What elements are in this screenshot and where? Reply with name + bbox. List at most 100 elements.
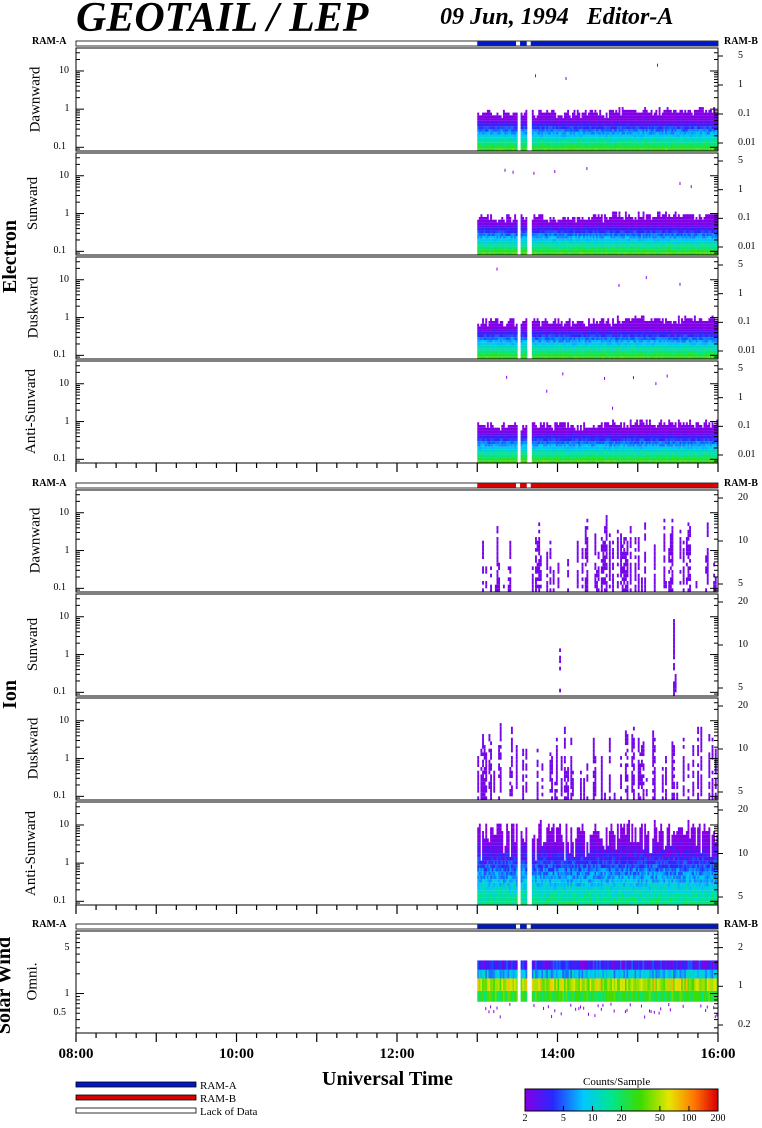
spectrogram-cell [660,131,663,135]
spectrogram-cell [488,353,491,357]
spectrogram-cell [665,225,667,228]
spectrogram-cell [522,230,525,234]
spectrogram-cell [631,142,634,146]
spectrogram-cell [575,142,578,146]
spectrogram-cell [482,318,484,321]
spectrogram-cell [693,225,696,228]
spectrogram-cell [499,323,502,327]
spectrogram-cell [515,222,518,226]
spectrogram-cell [716,112,719,116]
spectrogram-cell [494,350,497,354]
spectrogram-cell [709,140,712,143]
spectrogram-cell [642,137,645,141]
spectrogram-cell [555,120,558,124]
spectrogram-cell [669,219,672,223]
spectrogram-cell [568,142,571,146]
spectrogram-cell [610,120,613,124]
spectrogram-cell [490,120,492,124]
spectrogram-cell [639,233,642,236]
spectrogram-cell [501,353,504,357]
spectrogram-cell [488,342,491,346]
spectrogram-cell [690,126,693,130]
spectrogram-cell [709,233,712,236]
spectrogram-cell [506,225,509,228]
spectrogram-cell [490,252,492,255]
spectrogram-cell [480,225,483,228]
spectrogram-cell [587,219,590,223]
spectrogram-cell [514,142,517,146]
spectrogram-cell [604,246,606,250]
spectrogram-cell [485,334,488,338]
spectrogram-cell [538,320,541,324]
spectrogram-cell [565,137,568,141]
spectrogram-cell [668,216,671,220]
spectrogram-cell [658,233,661,236]
spectrogram-cell [640,233,643,236]
spectrogram-cell [640,244,643,247]
spectrogram-cell [668,129,671,132]
spectrogram-cell [509,148,512,151]
spectrogram-cell [525,131,528,135]
spectrogram-cell [693,115,696,119]
spectrogram-cell [493,246,496,250]
spectrogram-cell [663,227,666,231]
spectrogram-cell [607,140,610,143]
spectrogram-cell [716,148,719,151]
spectrogram-cell [596,216,598,220]
spectrogram-cell [637,140,640,143]
spectrogram-cell [685,131,688,135]
spectrogram-cell [620,118,622,121]
spectrogram-cell [681,137,683,141]
spectrogram-cell [666,140,669,143]
spectrogram-cell [596,118,598,121]
spectrogram-cell [632,118,635,121]
spectrogram-cell [716,115,719,119]
spectrogram-cell [618,107,621,110]
spectrogram-cell [562,123,565,127]
spectrogram-cell [674,238,677,242]
spectrogram-cell [676,115,679,119]
spectrogram-cell [493,222,496,226]
spectrogram-cell [616,241,619,245]
spectrogram-cell [520,216,523,220]
spectrogram-cell [703,246,706,250]
spectrogram-cell [562,126,565,130]
spectrogram-cell [544,137,547,141]
spectrogram-cell [522,134,525,138]
spectrogram-cell [663,115,666,119]
spectrogram-cell [482,348,484,351]
spectrogram-cell [716,216,719,220]
spectrogram-cell [684,227,687,231]
spectrogram-cell [615,216,618,220]
spectrogram-cell [587,140,590,143]
spectrogram-cell [581,238,584,242]
spectrogram-cell [616,246,619,250]
spectrogram-cell [520,233,523,236]
spectrogram-cell [506,339,509,343]
spectrogram-cell [565,134,568,138]
spectrogram-cell [647,123,650,127]
spectrogram-cell [647,252,650,255]
spectrogram-cell [612,118,614,121]
spectrogram-cell [515,329,518,332]
spectrogram-cell [514,353,517,357]
spectrogram-cell [525,326,528,330]
spectrogram-cell [615,214,618,217]
spectrogram-cell [642,126,645,130]
spectrogram-cell [543,249,545,253]
spectrogram-cell [501,331,504,335]
spectrogram-cell [607,233,610,236]
spectrogram-cell [514,120,517,124]
spectrogram-cell [494,320,497,324]
spectrogram-cell [549,235,552,239]
spectrogram-cell [687,241,690,245]
spectrogram-cell [658,235,661,239]
spectrogram-cell [543,140,545,143]
spectrogram-cell [612,126,614,130]
spectrogram-cell [501,345,504,349]
spectrogram-cell [629,118,632,121]
spectrogram-cell [584,126,587,130]
spectrogram-cell [637,211,640,215]
spectrogram-cell [531,109,534,113]
spectrogram-cell [673,222,675,226]
